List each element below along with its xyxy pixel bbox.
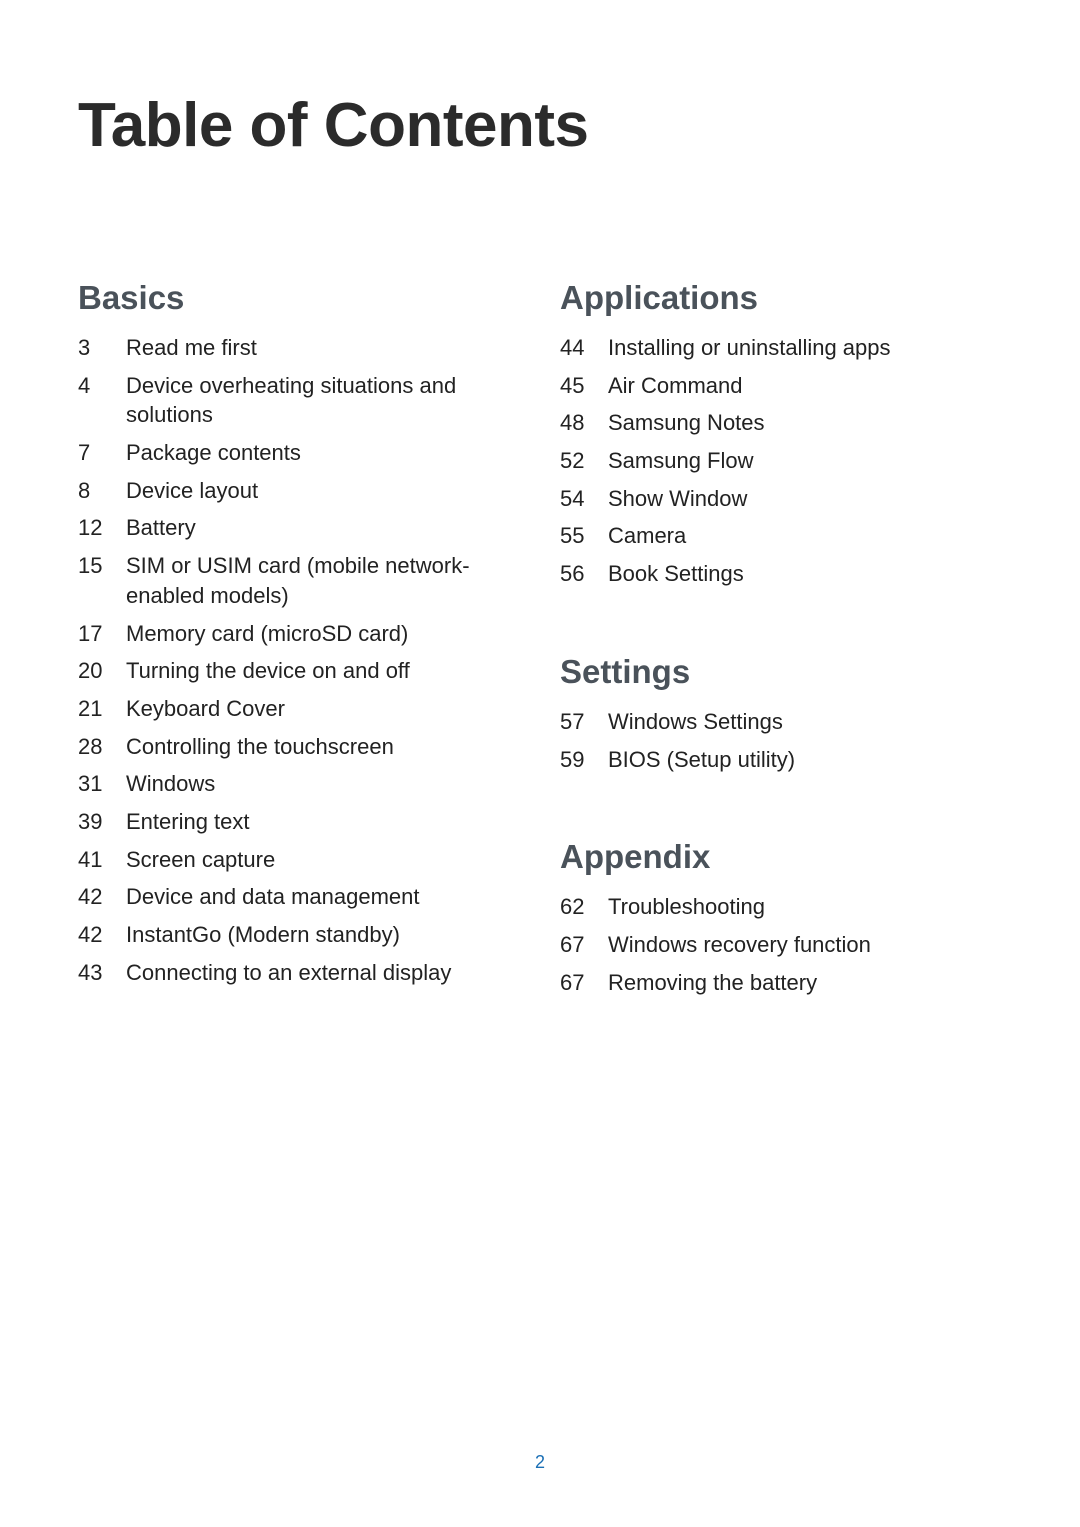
toc-page: 12 <box>78 513 126 543</box>
toc-entry[interactable]: 7 Package contents <box>78 438 520 468</box>
toc-entry[interactable]: 20 Turning the device on and off <box>78 656 520 686</box>
toc-title: Show Window <box>608 484 1002 514</box>
toc-entry[interactable]: 43 Connecting to an external display <box>78 958 520 988</box>
toc-page: 57 <box>560 707 608 737</box>
toc-title: Removing the battery <box>608 968 1002 998</box>
toc-title: Device and data management <box>126 882 520 912</box>
section-appendix: Appendix 62 Troubleshooting 67 Windows r… <box>560 838 1002 997</box>
toc-title: Controlling the touchscreen <box>126 732 520 762</box>
toc-title: Battery <box>126 513 520 543</box>
page-title: Table of Contents <box>78 90 1002 161</box>
toc-title: BIOS (Setup utility) <box>608 745 1002 775</box>
toc-title: Read me first <box>126 333 520 363</box>
toc-page: 4 <box>78 371 126 401</box>
toc-page: 56 <box>560 559 608 589</box>
toc-page: 31 <box>78 769 126 799</box>
toc-title: Screen capture <box>126 845 520 875</box>
right-column: Applications 44 Installing or uninstalli… <box>560 279 1002 1061</box>
toc-entry[interactable]: 52 Samsung Flow <box>560 446 1002 476</box>
toc-entry[interactable]: 57 Windows Settings <box>560 707 1002 737</box>
toc-page: 62 <box>560 892 608 922</box>
toc-title: Camera <box>608 521 1002 551</box>
toc-title: Troubleshooting <box>608 892 1002 922</box>
toc-page: 67 <box>560 968 608 998</box>
toc-page: 42 <box>78 882 126 912</box>
heading-basics[interactable]: Basics <box>78 279 520 317</box>
toc-title: Entering text <box>126 807 520 837</box>
toc-entry[interactable]: 42 InstantGo (Modern standby) <box>78 920 520 950</box>
toc-page: 44 <box>560 333 608 363</box>
heading-applications[interactable]: Applications <box>560 279 1002 317</box>
toc-entry[interactable]: 59 BIOS (Setup utility) <box>560 745 1002 775</box>
toc-title: Samsung Notes <box>608 408 1002 438</box>
section-applications: Applications 44 Installing or uninstalli… <box>560 279 1002 589</box>
toc-title: Windows recovery function <box>608 930 1002 960</box>
toc-entry[interactable]: 48 Samsung Notes <box>560 408 1002 438</box>
toc-title: Samsung Flow <box>608 446 1002 476</box>
toc-entry[interactable]: 54 Show Window <box>560 484 1002 514</box>
toc-entry[interactable]: 21 Keyboard Cover <box>78 694 520 724</box>
toc-title: Package contents <box>126 438 520 468</box>
toc-page: 43 <box>78 958 126 988</box>
toc-entry[interactable]: 42 Device and data management <box>78 882 520 912</box>
toc-entry[interactable]: 17 Memory card (microSD card) <box>78 619 520 649</box>
toc-title: Book Settings <box>608 559 1002 589</box>
toc-page: 20 <box>78 656 126 686</box>
toc-page: 48 <box>560 408 608 438</box>
page-number: 2 <box>0 1452 1080 1473</box>
toc-entry[interactable]: 15 SIM or USIM card (mobile network-enab… <box>78 551 520 610</box>
toc-page: 7 <box>78 438 126 468</box>
toc-title: Air Command <box>608 371 1002 401</box>
toc-title: Installing or uninstalling apps <box>608 333 1002 363</box>
toc-title: InstantGo (Modern standby) <box>126 920 520 950</box>
section-settings: Settings 57 Windows Settings 59 BIOS (Se… <box>560 653 1002 774</box>
toc-page: 54 <box>560 484 608 514</box>
toc-title: Device overheating situations and soluti… <box>126 371 520 430</box>
toc-entry[interactable]: 8 Device layout <box>78 476 520 506</box>
heading-settings[interactable]: Settings <box>560 653 1002 691</box>
toc-page: 67 <box>560 930 608 960</box>
toc-entry[interactable]: 28 Controlling the touchscreen <box>78 732 520 762</box>
toc-entry[interactable]: 67 Removing the battery <box>560 968 1002 998</box>
toc-page: 59 <box>560 745 608 775</box>
toc-page: 55 <box>560 521 608 551</box>
toc-entry[interactable]: 39 Entering text <box>78 807 520 837</box>
toc-entry[interactable]: 12 Battery <box>78 513 520 543</box>
heading-appendix[interactable]: Appendix <box>560 838 1002 876</box>
toc-title: Windows Settings <box>608 707 1002 737</box>
toc-entry[interactable]: 67 Windows recovery function <box>560 930 1002 960</box>
toc-page: 17 <box>78 619 126 649</box>
toc-page: 42 <box>78 920 126 950</box>
page-container: Table of Contents Basics 3 Read me first… <box>0 0 1080 1061</box>
toc-page: 41 <box>78 845 126 875</box>
toc-entry[interactable]: 55 Camera <box>560 521 1002 551</box>
columns-wrapper: Basics 3 Read me first 4 Device overheat… <box>78 279 1002 1061</box>
toc-page: 21 <box>78 694 126 724</box>
toc-page: 28 <box>78 732 126 762</box>
toc-entry[interactable]: 56 Book Settings <box>560 559 1002 589</box>
toc-title: Keyboard Cover <box>126 694 520 724</box>
toc-title: SIM or USIM card (mobile network-enabled… <box>126 551 520 610</box>
toc-entry[interactable]: 45 Air Command <box>560 371 1002 401</box>
toc-page: 52 <box>560 446 608 476</box>
toc-page: 45 <box>560 371 608 401</box>
toc-title: Device layout <box>126 476 520 506</box>
toc-title: Windows <box>126 769 520 799</box>
toc-entry[interactable]: 41 Screen capture <box>78 845 520 875</box>
toc-page: 3 <box>78 333 126 363</box>
left-column: Basics 3 Read me first 4 Device overheat… <box>78 279 520 1061</box>
toc-title: Connecting to an external display <box>126 958 520 988</box>
toc-entry[interactable]: 62 Troubleshooting <box>560 892 1002 922</box>
section-basics: Basics 3 Read me first 4 Device overheat… <box>78 279 520 987</box>
toc-page: 15 <box>78 551 126 581</box>
toc-title: Turning the device on and off <box>126 656 520 686</box>
toc-entry[interactable]: 3 Read me first <box>78 333 520 363</box>
toc-title: Memory card (microSD card) <box>126 619 520 649</box>
toc-page: 39 <box>78 807 126 837</box>
toc-entry[interactable]: 44 Installing or uninstalling apps <box>560 333 1002 363</box>
toc-entry[interactable]: 31 Windows <box>78 769 520 799</box>
toc-entry[interactable]: 4 Device overheating situations and solu… <box>78 371 520 430</box>
toc-page: 8 <box>78 476 126 506</box>
